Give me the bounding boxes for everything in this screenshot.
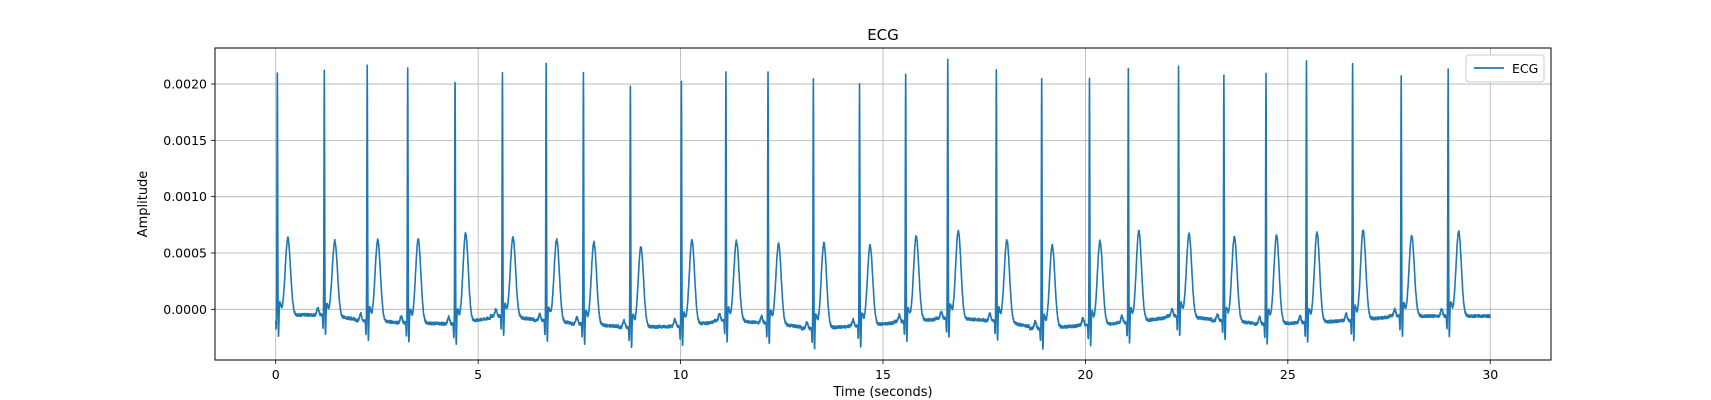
- x-tick-label: 15: [875, 367, 891, 382]
- y-tick-label: 0.0000: [163, 302, 207, 317]
- x-tick-label: 25: [1280, 367, 1296, 382]
- y-tick-label: 0.0015: [163, 133, 207, 148]
- y-axis: 0.0000 0.0005 0.0010 0.0015 0.0020: [163, 77, 215, 317]
- x-tick-label: 10: [673, 367, 689, 382]
- y-tick-label: 0.0005: [163, 245, 207, 260]
- grid: [215, 48, 1551, 360]
- y-axis-label: Amplitude: [136, 171, 151, 238]
- plot-area: [274, 58, 1491, 350]
- ecg-series-line: [274, 58, 1491, 350]
- x-tick-label: 20: [1077, 367, 1093, 382]
- legend: ECG: [1465, 54, 1545, 83]
- x-tick-label: 0: [272, 367, 280, 382]
- legend-label-ecg: ECG: [1512, 61, 1538, 76]
- x-tick-label: 5: [474, 367, 482, 382]
- x-tick-label: 30: [1482, 367, 1498, 382]
- chart-title: ECG: [867, 26, 899, 44]
- y-tick-label: 0.0010: [163, 189, 207, 204]
- y-tick-label: 0.0020: [163, 77, 207, 92]
- x-axis: 0 5 10 15 20 25 30: [272, 360, 1498, 382]
- x-axis-label: Time (seconds): [832, 385, 932, 400]
- legend-box: [1465, 54, 1545, 83]
